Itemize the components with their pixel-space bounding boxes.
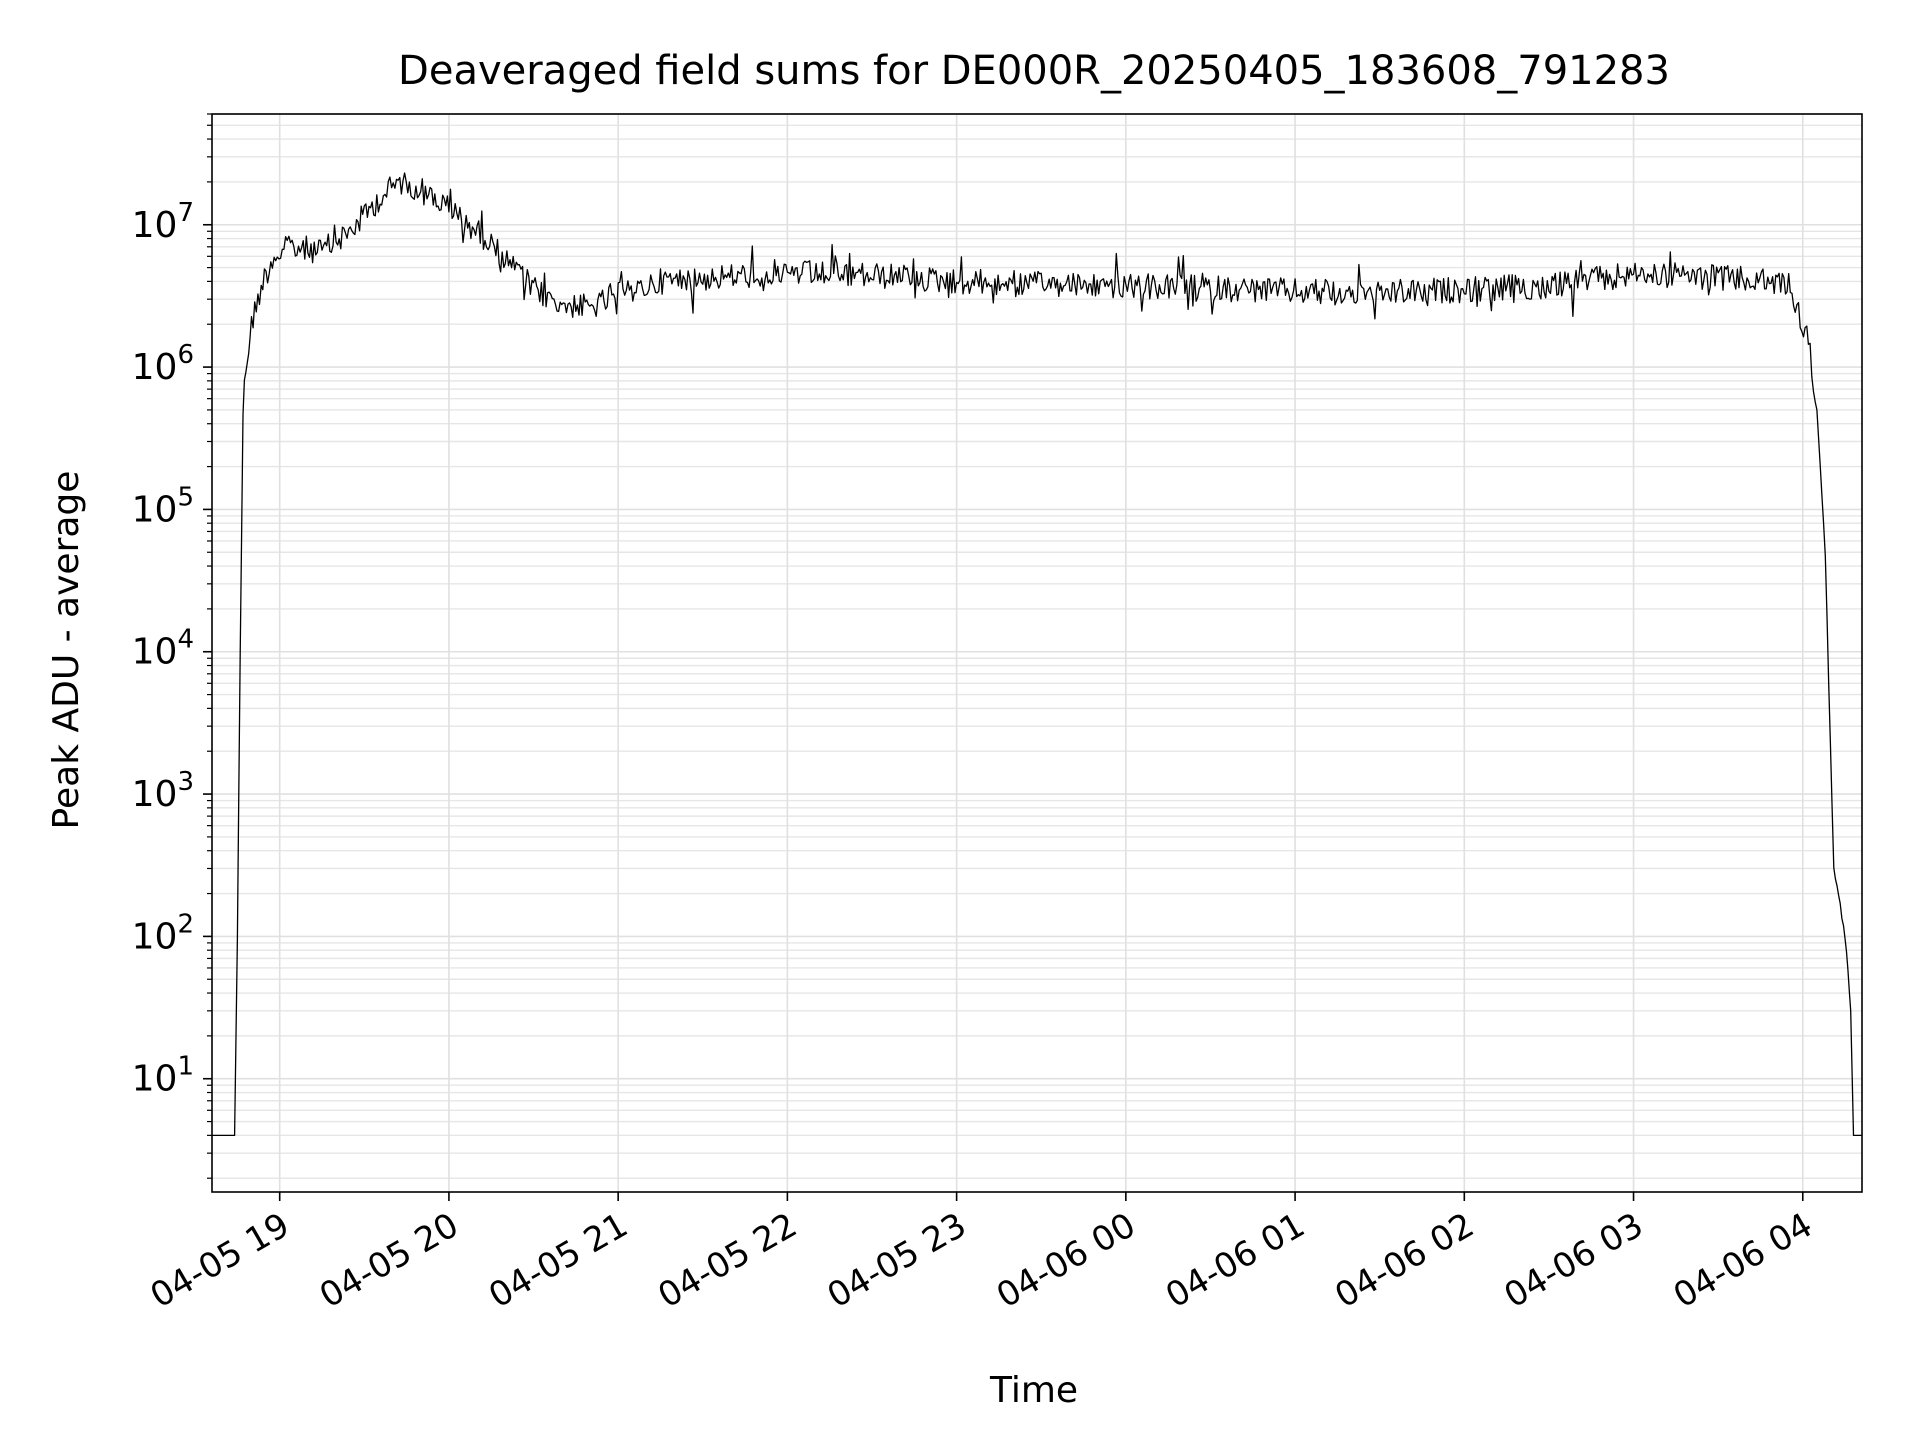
y-tick-label: 104 xyxy=(132,625,194,673)
plot-area-frame xyxy=(211,113,1863,1193)
y-tick-label-base: 10 xyxy=(132,489,178,530)
y-tick-label: 103 xyxy=(132,767,194,815)
series-line xyxy=(212,172,1862,1137)
x-axis-label: Time xyxy=(989,1370,1078,1411)
y-tick-label: 107 xyxy=(132,198,194,246)
y-tick-label-exponent: 7 xyxy=(177,198,194,228)
y-tick-label-exponent: 6 xyxy=(177,340,194,370)
y-tick-label-base: 10 xyxy=(132,1059,178,1100)
y-tick-label: 105 xyxy=(132,482,194,530)
y-tick-label-exponent: 5 xyxy=(177,482,194,512)
y-tick-label-base: 10 xyxy=(132,347,178,388)
y-tick-label-exponent: 3 xyxy=(177,767,194,797)
y-tick-label-base: 10 xyxy=(132,916,178,957)
chart-title: Deaveraged field sums for DE000R_2025040… xyxy=(398,48,1670,94)
y-axis-label: Peak ADU - average xyxy=(46,471,87,830)
grid-layer xyxy=(212,113,1862,1192)
y-tick-label-exponent: 2 xyxy=(177,909,194,939)
y-tick-label-exponent: 1 xyxy=(177,1052,194,1082)
y-tick-label-base: 10 xyxy=(132,205,178,246)
y-tick-label: 106 xyxy=(132,340,194,388)
y-tick-label: 101 xyxy=(132,1052,194,1100)
y-tick-label: 102 xyxy=(132,909,194,957)
y-tick-label-exponent: 4 xyxy=(177,625,194,655)
y-tick-label-base: 10 xyxy=(132,774,178,815)
y-tick-label-base: 10 xyxy=(132,632,178,673)
line-layer xyxy=(212,172,1862,1137)
